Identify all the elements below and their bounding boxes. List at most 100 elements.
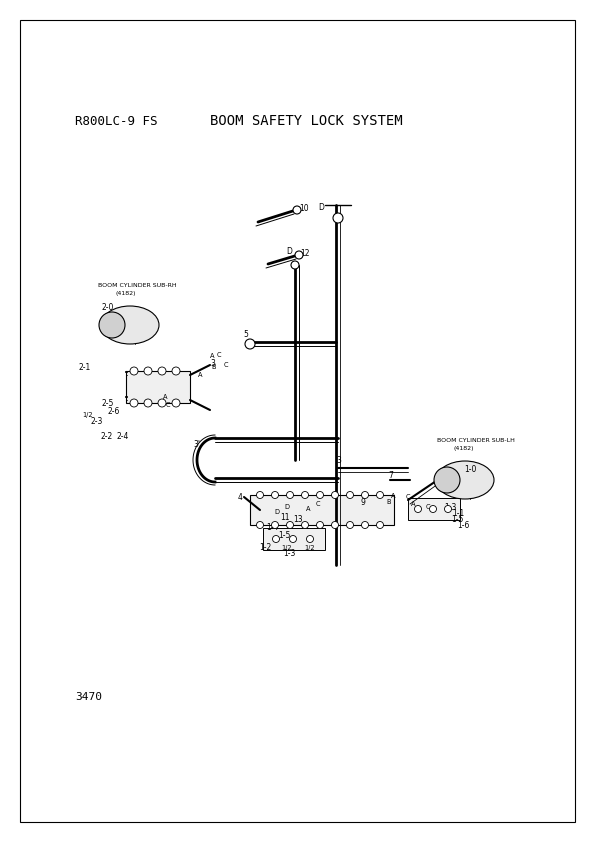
Circle shape (346, 492, 353, 498)
Circle shape (331, 492, 339, 498)
Circle shape (362, 492, 368, 498)
Text: C: C (217, 352, 221, 358)
Text: 2-1: 2-1 (78, 363, 90, 371)
Text: C: C (224, 362, 228, 368)
Ellipse shape (101, 306, 159, 344)
Text: C: C (166, 402, 171, 408)
Bar (250, 495, 394, 525)
Bar (408, 498, 460, 520)
Text: 1-5: 1-5 (278, 531, 290, 541)
Circle shape (293, 206, 301, 214)
Circle shape (291, 261, 299, 269)
Text: C: C (426, 504, 431, 510)
Text: 10: 10 (299, 204, 309, 212)
Text: 11: 11 (280, 514, 290, 523)
Circle shape (444, 505, 452, 513)
Circle shape (271, 492, 278, 498)
Circle shape (317, 521, 324, 529)
Text: D: D (274, 509, 279, 515)
Text: 3': 3' (193, 440, 200, 449)
Text: 7: 7 (388, 471, 393, 479)
Circle shape (331, 521, 339, 529)
Text: D: D (284, 504, 289, 510)
Text: 1-6: 1-6 (457, 521, 469, 530)
Text: 1-3: 1-3 (283, 550, 295, 558)
Text: 3: 3 (210, 359, 215, 367)
Text: A: A (391, 493, 396, 499)
Circle shape (377, 521, 384, 529)
Text: B: B (386, 499, 390, 505)
Text: A: A (163, 394, 168, 400)
Circle shape (362, 521, 368, 529)
Text: B: B (211, 364, 215, 370)
Text: (4182): (4182) (453, 446, 474, 451)
Circle shape (130, 367, 138, 375)
Text: 1-1: 1-1 (452, 509, 464, 519)
Text: 2-3: 2-3 (90, 417, 102, 425)
Text: BOOM SAFETY LOCK SYSTEM: BOOM SAFETY LOCK SYSTEM (210, 114, 403, 128)
Circle shape (172, 367, 180, 375)
Circle shape (271, 521, 278, 529)
Text: C: C (316, 501, 321, 507)
Text: 4: 4 (238, 493, 243, 502)
Circle shape (130, 399, 138, 407)
Text: 5: 5 (243, 329, 248, 338)
Text: BOOM CYLINDER SUB-LH: BOOM CYLINDER SUB-LH (437, 438, 515, 443)
Circle shape (302, 492, 308, 498)
Circle shape (377, 492, 384, 498)
Text: 1-5: 1-5 (451, 514, 464, 524)
Circle shape (415, 505, 421, 513)
Circle shape (287, 492, 293, 498)
Circle shape (346, 521, 353, 529)
Text: 2-5: 2-5 (101, 398, 114, 408)
Text: A: A (411, 501, 415, 507)
Text: 1-0: 1-0 (464, 465, 477, 473)
Circle shape (144, 367, 152, 375)
Circle shape (158, 399, 166, 407)
Text: 1/2: 1/2 (82, 412, 93, 418)
Circle shape (333, 213, 343, 223)
Text: D: D (318, 202, 324, 211)
Text: 3: 3 (336, 456, 341, 465)
Circle shape (99, 312, 125, 338)
Text: 1-2: 1-2 (259, 542, 271, 552)
Text: 12: 12 (300, 248, 309, 258)
Circle shape (273, 536, 280, 542)
Bar (126, 371, 190, 403)
Text: 1-3: 1-3 (444, 503, 456, 511)
Text: 2-6: 2-6 (107, 407, 120, 415)
Circle shape (434, 467, 460, 493)
Text: 13: 13 (293, 515, 303, 525)
Circle shape (430, 505, 437, 513)
Circle shape (317, 492, 324, 498)
Circle shape (256, 492, 264, 498)
Text: D: D (286, 247, 292, 255)
Text: 2-4: 2-4 (116, 431, 129, 440)
Circle shape (295, 251, 303, 259)
Circle shape (287, 521, 293, 529)
Text: A: A (306, 506, 311, 512)
Text: 3470: 3470 (75, 692, 102, 702)
Text: BOOM CYLINDER SUB-RH: BOOM CYLINDER SUB-RH (98, 283, 177, 288)
Text: 2-2: 2-2 (100, 431, 112, 440)
Circle shape (290, 536, 296, 542)
Circle shape (172, 399, 180, 407)
Text: 2-0: 2-0 (101, 302, 114, 312)
Text: 1/2: 1/2 (304, 545, 315, 551)
Circle shape (256, 521, 264, 529)
Text: 1/2: 1/2 (281, 545, 292, 551)
Circle shape (306, 536, 314, 542)
Text: A: A (198, 372, 202, 378)
Text: 1-4: 1-4 (266, 524, 278, 532)
Text: R800LC-9 FS: R800LC-9 FS (75, 115, 158, 128)
Circle shape (302, 521, 308, 529)
Bar (263, 528, 325, 550)
Circle shape (245, 339, 255, 349)
Circle shape (158, 367, 166, 375)
Ellipse shape (436, 461, 494, 499)
Circle shape (144, 399, 152, 407)
Text: 9: 9 (360, 498, 365, 507)
Text: C: C (406, 494, 411, 500)
Text: A: A (210, 353, 215, 359)
Text: (4182): (4182) (115, 291, 136, 296)
